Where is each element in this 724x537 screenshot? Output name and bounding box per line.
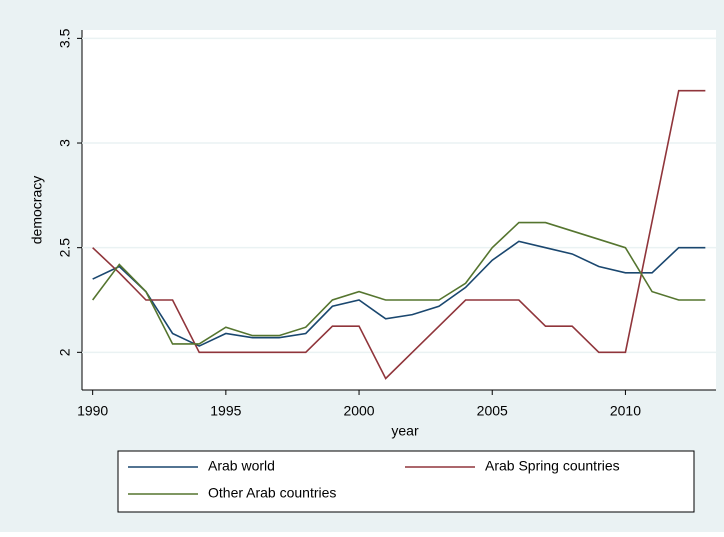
legend: [117, 450, 695, 513]
x-tick-label: 2010: [610, 403, 641, 419]
legend-label: Arab Spring countries: [485, 458, 620, 474]
series-line: [92, 221, 706, 345]
y-tick-label: 3.5: [57, 28, 73, 48]
y-tick-label: 3: [57, 139, 73, 147]
y-axis-label: democracy: [29, 176, 45, 244]
y-tick-label: 2.5: [57, 238, 73, 258]
x-tick-label: 1995: [210, 403, 241, 419]
legend-label: Other Arab countries: [208, 485, 336, 501]
legend-label: Arab world: [208, 458, 275, 474]
x-tick-label: 2000: [343, 403, 374, 419]
x-axis-label: year: [391, 423, 419, 439]
y-tick-label: 2: [57, 348, 73, 356]
x-tick-label: 1990: [77, 403, 108, 419]
x-tick-label: 2005: [477, 403, 508, 419]
